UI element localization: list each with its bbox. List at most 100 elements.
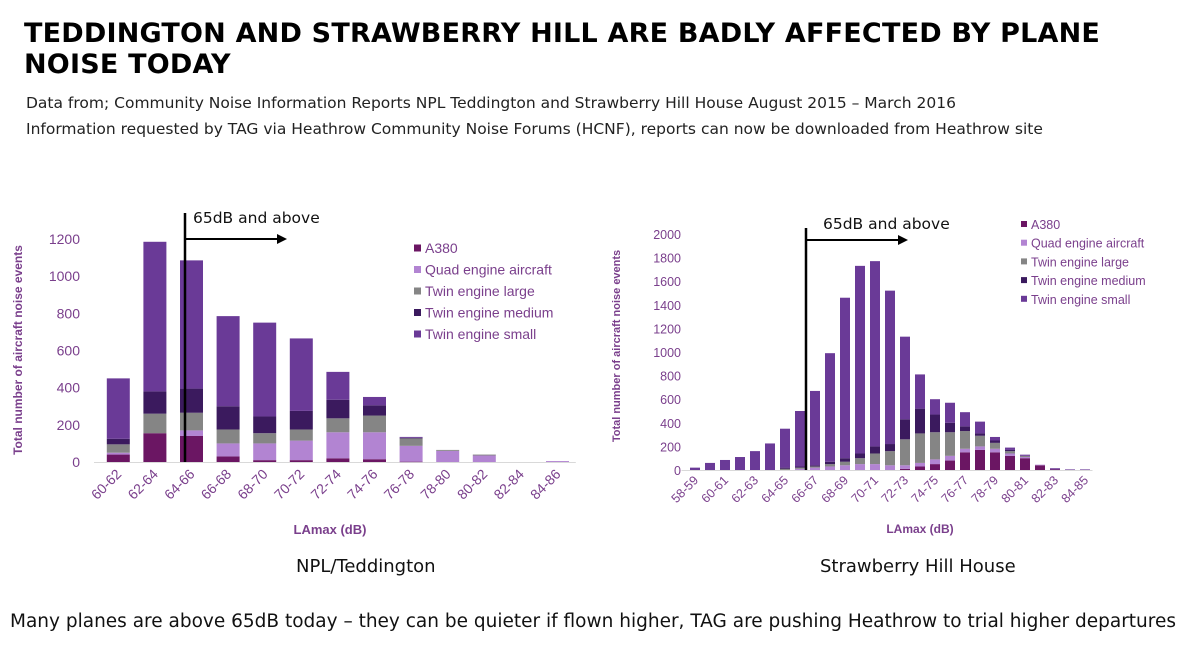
chart-1-ytick-label: 200 bbox=[57, 417, 81, 433]
chart-2-bar-66-67-twin-engine-small bbox=[810, 390, 820, 466]
chart-2-ytick-label: 800 bbox=[660, 370, 681, 384]
chart-2-bar-64-65-twin-engine-large bbox=[780, 468, 790, 470]
chart-2-legend-label: Quad engine aircraft bbox=[1031, 237, 1145, 251]
chart-2-xtick-label: 68-69 bbox=[819, 473, 852, 506]
chart-1-bar-76-78-a380 bbox=[399, 461, 423, 463]
chart-1-bar-60-62-twin-engine-medium bbox=[106, 438, 130, 445]
chart-2-bar-66-67-twin-engine-large bbox=[810, 466, 820, 468]
chart-2-bar-73-74-twin-engine-small bbox=[915, 374, 925, 409]
chart-1-arrow-head bbox=[277, 234, 287, 244]
chart-1-bar-70-72-quad-engine-aircraft bbox=[289, 440, 313, 461]
chart-2-bar-76-77-a380 bbox=[960, 452, 970, 470]
chart-1-bar-62-64-twin-engine-large bbox=[143, 413, 167, 434]
chart-2-xtick-label: 82-83 bbox=[1029, 473, 1062, 506]
chart-2-bar-80-81-twin-engine-large bbox=[1020, 455, 1030, 458]
chart-2-bar-78-79-twin-engine-large bbox=[990, 442, 1000, 449]
chart-1-legend-label: A380 bbox=[425, 240, 458, 256]
chart-2-bar-72-73-twin-engine-medium bbox=[900, 419, 910, 440]
chart-2-bar-69-70-quad-engine-aircraft bbox=[855, 464, 865, 470]
chart-2-ytick-label: 0 bbox=[674, 464, 681, 478]
chart-2-bar-71-72-twin-engine-large bbox=[885, 451, 895, 466]
chart-2-bar-73-74-twin-engine-medium bbox=[915, 408, 925, 434]
chart-2-bar-82-83-twin-engine-small bbox=[1050, 468, 1060, 470]
chart-2-bar-66-67-quad-engine-aircraft bbox=[810, 467, 820, 470]
chart-2-bar-75-76-twin-engine-medium bbox=[945, 422, 955, 433]
chart-2-bar-65-66-twin-engine-large bbox=[795, 467, 805, 469]
chart-2-bar-80-81-quad-engine-aircraft bbox=[1020, 457, 1030, 459]
chart-2-ytick-label: 600 bbox=[660, 393, 681, 407]
chart-2-xtick-label: 76-77 bbox=[939, 473, 972, 506]
chart-2-bar-63-64-twin-engine-small bbox=[765, 443, 775, 470]
chart-2-bar-75-76-twin-engine-small bbox=[945, 402, 955, 423]
chart-1-bar-64-66-quad-engine-aircraft bbox=[180, 430, 203, 436]
chart-1-bar-76-78-quad-engine-aircraft bbox=[399, 445, 423, 462]
chart-2-legend-label: Twin engine small bbox=[1031, 293, 1130, 307]
chart-1-bar-74-76-quad-engine-aircraft bbox=[363, 432, 386, 460]
chart-1-bar-74-76-a380 bbox=[363, 459, 386, 462]
chart-1-bar-64-66-twin-engine-large bbox=[180, 412, 203, 431]
chart-2-bar-75-76-twin-engine-large bbox=[945, 432, 955, 456]
chart-1-y-axis-label: Total number of aircraft noise events bbox=[11, 245, 25, 455]
chart-2-bar-70-71-twin-engine-small bbox=[870, 261, 880, 447]
chart-1-legend-label: Twin engine medium bbox=[425, 305, 553, 321]
chart-1-bar-76-78-twin-engine-small bbox=[399, 436, 423, 438]
chart-2-bar-73-74-quad-engine-aircraft bbox=[915, 462, 925, 467]
chart-2-bar-77-78-twin-engine-small bbox=[975, 421, 985, 434]
chart-2-legend-label: A380 bbox=[1031, 218, 1060, 232]
chart-2-ytick-label: 200 bbox=[660, 440, 681, 454]
chart-2-bar-78-79-twin-engine-small bbox=[990, 436, 1000, 441]
chart-2-bar-81-82-a380 bbox=[1035, 465, 1045, 470]
chart-2-bar-78-79-quad-engine-aircraft bbox=[990, 448, 1000, 453]
chart-1-bar-68-70-twin-engine-small bbox=[253, 322, 277, 417]
chart-2-xtick-label: 80-81 bbox=[999, 473, 1032, 506]
chart-1-ytick-label: 0 bbox=[72, 454, 80, 470]
chart-2-xtick-label: 62-63 bbox=[729, 473, 762, 506]
chart-1-bar-68-70-a380 bbox=[253, 460, 277, 462]
chart-2-ytick-label: 1200 bbox=[653, 322, 681, 336]
chart-2-bar-74-75-a380 bbox=[930, 464, 940, 470]
chart-1-bar-64-66-a380 bbox=[180, 435, 203, 462]
chart-2-xtick-label: 64-65 bbox=[759, 473, 792, 506]
chart-2-bar-70-71-twin-engine-large bbox=[870, 453, 880, 465]
chart-2-bar-74-75-twin-engine-large bbox=[930, 432, 940, 460]
chart-2-threshold-annotation: 65dB and above bbox=[823, 215, 950, 233]
chart-1-xtick-label: 82-84 bbox=[490, 466, 527, 503]
chart-2-bar-76-77-twin-engine-small bbox=[960, 412, 970, 427]
chart-2-legend-swatch bbox=[1021, 221, 1027, 227]
chart-1-ytick-label: 1200 bbox=[49, 231, 80, 247]
chart-2-legend-label: Twin engine large bbox=[1031, 255, 1129, 269]
chart-2-bar-79-80-twin-engine-large bbox=[1005, 451, 1015, 454]
chart-2-bar-71-72-twin-engine-medium bbox=[885, 444, 895, 452]
chart-1-legend-label: Twin engine large bbox=[425, 283, 535, 299]
chart-1-bar-66-68-twin-engine-large bbox=[216, 429, 240, 444]
chart-1-bar-76-78-twin-engine-large bbox=[399, 438, 423, 446]
chart-2-bar-68-69-quad-engine-aircraft bbox=[840, 465, 850, 470]
chart-1-legend-label: Twin engine small bbox=[425, 326, 536, 342]
chart-2-bar-81-82-quad-engine-aircraft bbox=[1035, 464, 1045, 466]
chart-2-legend-label: Twin engine medium bbox=[1031, 274, 1146, 288]
chart-1-bar-66-68-twin-engine-small bbox=[216, 316, 240, 407]
chart-1-bar-76-78-twin-engine-medium bbox=[399, 437, 423, 439]
chart-2-xtick-label: 84-85 bbox=[1059, 473, 1092, 506]
chart-1-x-axis-label: LAmax (dB) bbox=[294, 522, 367, 537]
chart-2-bar-75-76-quad-engine-aircraft bbox=[945, 455, 955, 461]
chart-2-xtick-label: 72-73 bbox=[879, 473, 912, 506]
chart-1-ytick-label: 400 bbox=[57, 380, 81, 396]
chart-2-bar-71-72-quad-engine-aircraft bbox=[885, 465, 895, 470]
chart-1-xtick-label: 74-76 bbox=[344, 466, 381, 503]
chart-1-bar-70-72-twin-engine-large bbox=[289, 429, 313, 441]
chart-2-bar-73-74-a380 bbox=[915, 466, 925, 470]
chart-1-xtick-label: 70-72 bbox=[271, 466, 308, 503]
chart-2-bar-70-71-twin-engine-medium bbox=[870, 446, 880, 454]
chart-2-bar-76-77-twin-engine-large bbox=[960, 431, 970, 449]
chart-1-bar-72-74-quad-engine-aircraft bbox=[326, 432, 350, 459]
chart-1-legend-swatch bbox=[414, 330, 421, 338]
chart-1-bar-80-82-quad-engine-aircraft bbox=[472, 455, 496, 462]
chart-1-bar-68-70-twin-engine-large bbox=[253, 433, 277, 444]
chart-2-bar-79-80-twin-engine-small bbox=[1005, 447, 1015, 450]
chart-2-bar-69-70-twin-engine-large bbox=[855, 458, 865, 465]
chart-1-threshold-annotation: 65dB and above bbox=[193, 209, 320, 227]
chart-2-ytick-label: 1000 bbox=[653, 346, 681, 360]
chart-1-bar-84-86-quad-engine-aircraft bbox=[546, 461, 569, 462]
chart-1-bar-74-76-twin-engine-large bbox=[363, 415, 386, 433]
